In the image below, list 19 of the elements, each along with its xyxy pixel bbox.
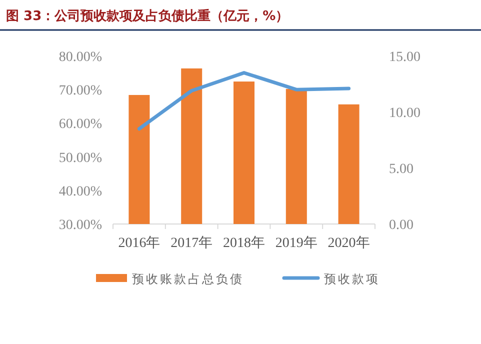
- x-tick-label: 2018年: [223, 235, 265, 251]
- y-tick-label: 40.00%: [58, 184, 102, 200]
- y-tick-label: 80.00%: [58, 50, 102, 65]
- line-series: [137, 71, 351, 131]
- y2-tick-label: 0.00: [389, 218, 414, 233]
- y-tick-label: 60.00%: [58, 117, 102, 132]
- y2-tick-label: 5.00: [389, 162, 414, 177]
- x-tick-label: 2019年: [275, 235, 318, 251]
- chart-title: 图 33：公司预收款项及占负债比重（亿元，%）: [6, 8, 289, 24]
- y2-tick-label: 10.00: [389, 106, 420, 121]
- x-tick-label: 2016年: [118, 235, 160, 251]
- x-tick-label: 2017年: [170, 235, 213, 251]
- x-tick-label: 2020年: [328, 235, 370, 251]
- y2-tick-label: 15.00: [389, 50, 420, 65]
- legend-label: 预收款项: [324, 272, 380, 286]
- legend-label: 预收账款占总负债: [132, 272, 244, 286]
- y-tick-label: 70.00%: [58, 84, 102, 99]
- y-tick-label: 30.00%: [58, 218, 102, 233]
- y-tick-label: 50.00%: [58, 150, 102, 166]
